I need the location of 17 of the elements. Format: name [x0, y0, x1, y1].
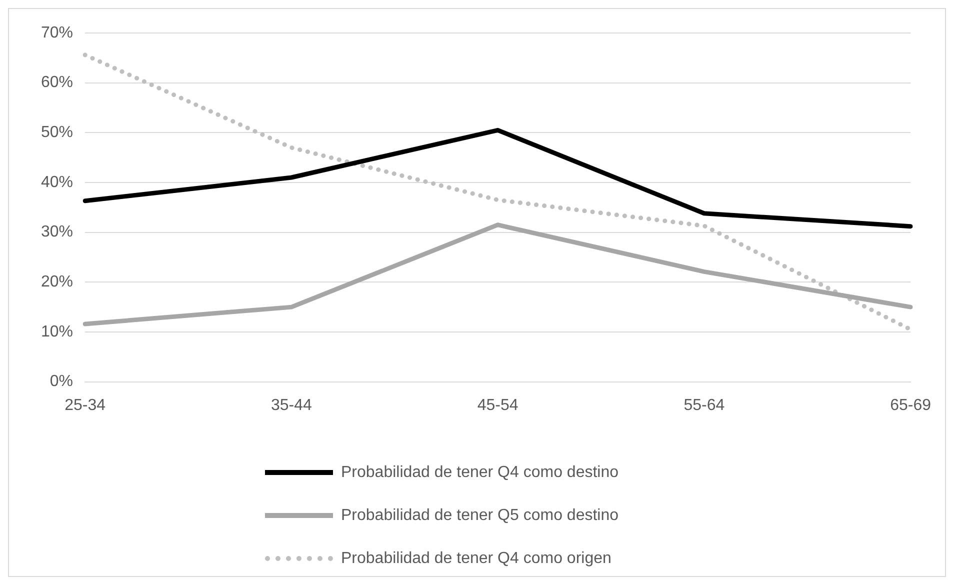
x-tick-label: 25-34	[64, 396, 106, 414]
x-tick-label: 55-64	[684, 396, 725, 414]
y-tick-label: 20%	[40, 274, 74, 291]
y-tick-label: 30%	[40, 224, 74, 241]
x-tick-label: 45-54	[477, 396, 518, 414]
y-tick-label: 40%	[40, 174, 74, 191]
x-tick-label: 65-69	[890, 396, 932, 414]
y-tick-label: 70%	[40, 24, 74, 42]
line-series	[82, 52, 913, 332]
y-tick-label: 0%	[50, 373, 74, 390]
y-tick-label: 10%	[40, 323, 74, 340]
legend-label: Probabilidad de tener Q5 como destino	[341, 506, 619, 524]
x-tick-label: 35-44	[270, 396, 312, 414]
legend-label: Probabilidad de tener Q4 como origen	[341, 550, 612, 568]
legend-label: Probabilidad de tener Q4 como destino	[341, 464, 619, 482]
y-tick-label: 50%	[40, 124, 74, 142]
y-tick-label: 60%	[40, 74, 74, 92]
